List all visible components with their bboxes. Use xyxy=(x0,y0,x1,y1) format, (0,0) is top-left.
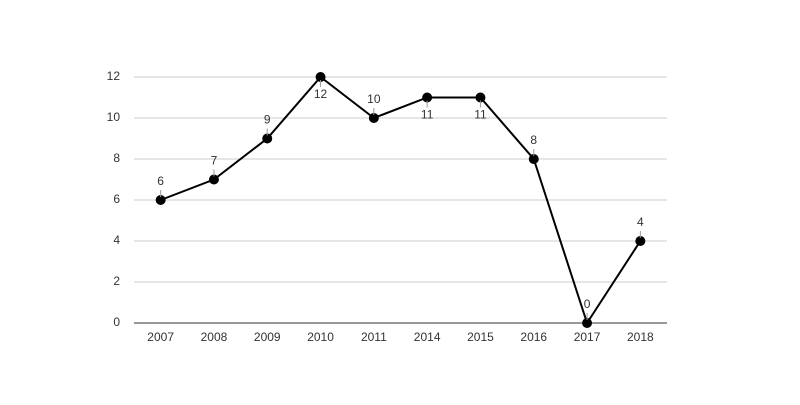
data-label: 10 xyxy=(367,92,381,106)
point xyxy=(528,154,539,164)
x-tick-label: 2016 xyxy=(520,330,547,344)
y-tick-label: 6 xyxy=(113,192,120,206)
data-label: 12 xyxy=(314,87,328,101)
data-label: 6 xyxy=(157,174,164,188)
point xyxy=(582,318,593,328)
x-tick-label: 2017 xyxy=(574,330,601,344)
x-tick-label: 2018 xyxy=(627,330,654,344)
y-tick-label: 4 xyxy=(113,233,120,247)
point xyxy=(422,92,433,103)
y-tick-label: 10 xyxy=(107,110,121,124)
y-tick-label: 12 xyxy=(107,69,121,83)
point xyxy=(635,236,646,246)
point xyxy=(155,195,166,205)
data-label: 11 xyxy=(421,108,434,122)
point xyxy=(475,92,486,103)
x-tick-label: 2011 xyxy=(361,330,387,344)
x-tick-label: 2010 xyxy=(307,330,334,344)
point xyxy=(262,133,273,144)
x-tick-label: 2015 xyxy=(467,330,494,344)
data-label: 11 xyxy=(474,108,487,122)
line xyxy=(160,75,642,326)
data-label: 7 xyxy=(211,154,218,168)
data-label: 0 xyxy=(584,297,591,311)
x-tick-label: 2009 xyxy=(254,330,281,344)
data-label: 9 xyxy=(264,113,271,127)
point xyxy=(315,72,326,82)
y-tick-label: 2 xyxy=(113,274,120,288)
y-tick-label: 8 xyxy=(113,151,120,165)
point xyxy=(368,113,379,123)
x-tick-label: 2008 xyxy=(201,330,228,344)
x-tick-label: 2014 xyxy=(414,330,441,344)
data-label: 8 xyxy=(530,133,537,147)
x-tick-label: 2007 xyxy=(147,330,174,344)
y-tick-label: 0 xyxy=(113,315,120,329)
data-label: 4 xyxy=(637,215,644,229)
point xyxy=(208,174,219,185)
